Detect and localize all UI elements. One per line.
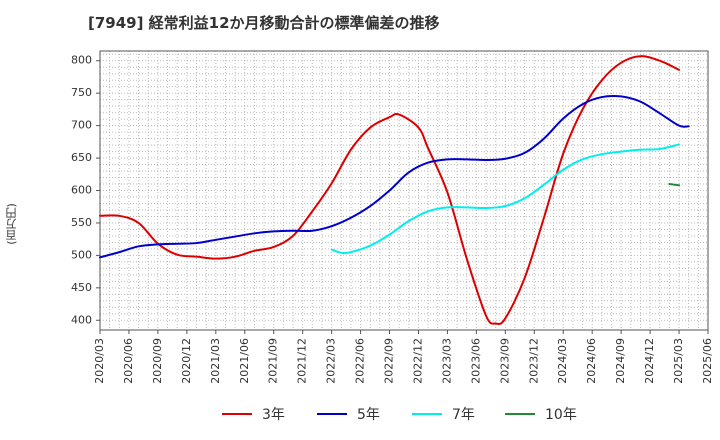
plot-frame — [99, 50, 709, 331]
x-tick-label: 2024/06 — [585, 338, 598, 384]
x-tick-label: 2023/09 — [498, 338, 511, 384]
series-line-7年 — [330, 143, 681, 255]
y-tick-label: 500 — [71, 248, 92, 261]
x-tick-label: 2022/12 — [411, 338, 424, 384]
series-line-10年 — [668, 183, 681, 187]
x-tick-label: 2020/06 — [122, 338, 135, 384]
y-tick-label: 700 — [71, 119, 92, 132]
x-tick-label: 2022/03 — [325, 338, 338, 384]
legend-label: 7年 — [452, 407, 475, 423]
legend-label: 10年 — [545, 407, 577, 423]
y-tick-label: 750 — [71, 86, 92, 99]
y-tick-label: 400 — [71, 313, 92, 326]
x-tick-label: 2021/09 — [267, 338, 280, 384]
legend-swatch — [505, 413, 535, 415]
x-tick-label: 2023/12 — [527, 338, 540, 384]
x-tick-label: 2024/12 — [643, 338, 656, 384]
chart-title: [7949] 経常利益12か月移動合計の標準偏差の推移 — [88, 14, 440, 32]
x-tick-label: 2022/09 — [383, 338, 396, 384]
y-tick-label: 450 — [71, 281, 92, 294]
legend-item: 10年 — [505, 402, 577, 426]
x-tick-label: 2020/03 — [93, 338, 106, 384]
legend-item: 5年 — [317, 402, 380, 426]
x-tick-label: 2024/09 — [614, 338, 627, 384]
x-tick-label: 2025/06 — [701, 338, 714, 384]
legend-label: 3年 — [262, 407, 285, 423]
x-tick-label: 2021/03 — [209, 338, 222, 384]
series-line-5年 — [99, 94, 690, 259]
x-tick-label: 2020/12 — [180, 338, 193, 384]
legend: 3年 5年 7年 10年 — [0, 402, 720, 426]
legend-swatch — [222, 413, 252, 415]
legend-swatch — [412, 413, 442, 415]
y-tick-label: 600 — [71, 184, 92, 197]
x-tick-label: 2022/06 — [354, 338, 367, 384]
x-tick-label: 2024/03 — [556, 338, 569, 384]
y-tick-label: 550 — [71, 216, 92, 229]
y-tick-label: 650 — [71, 151, 92, 164]
series-line-3年 — [99, 55, 681, 326]
x-tick-label: 2023/06 — [469, 338, 482, 384]
x-tick-label: 2020/09 — [151, 338, 164, 384]
chart-plot: 2020/03 2020/06 2020/09 2020/12 2021/03 2021/… — [71, 50, 714, 384]
legend-label: 5年 — [357, 407, 380, 423]
legend-item: 3年 — [222, 402, 285, 426]
legend-item: 7年 — [412, 402, 475, 426]
x-tick-label: 2021/06 — [238, 338, 251, 384]
x-tick-label: 2021/12 — [296, 338, 309, 384]
x-tick-label: 2025/03 — [672, 338, 685, 384]
x-tick-label: 2023/03 — [440, 338, 453, 384]
legend-swatch — [317, 413, 347, 415]
y-tick-label: 800 — [71, 54, 92, 67]
